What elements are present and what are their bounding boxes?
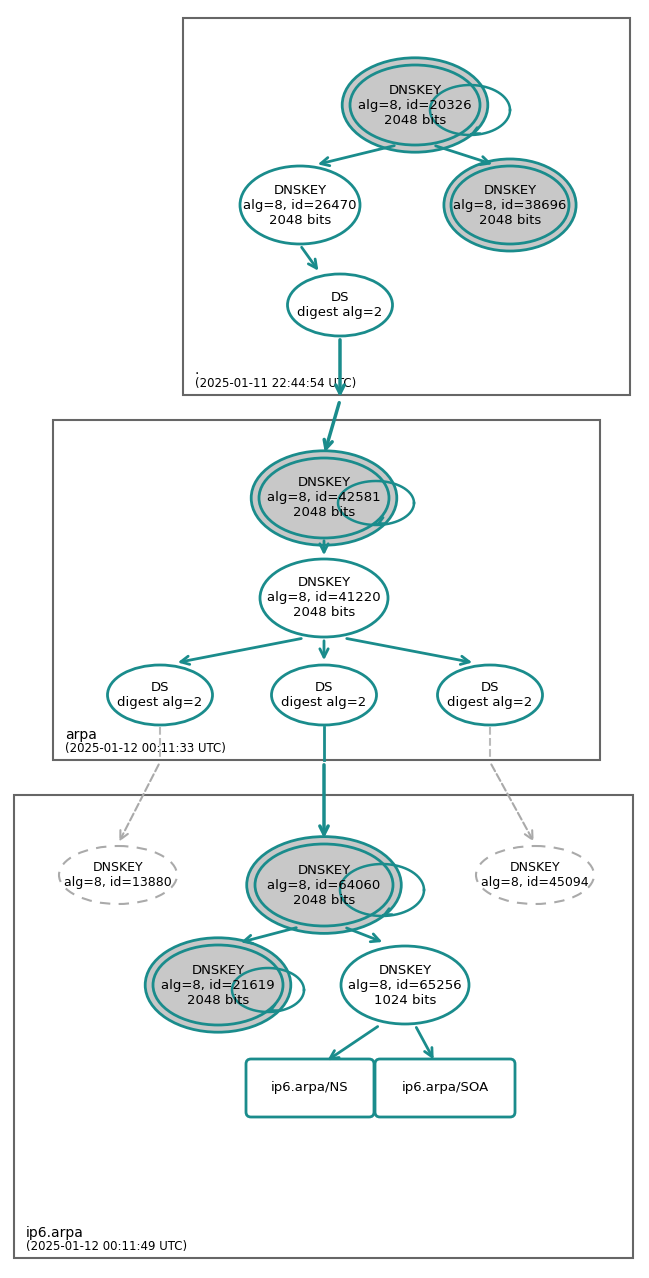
- Ellipse shape: [153, 944, 283, 1025]
- Ellipse shape: [59, 846, 177, 904]
- Text: DNSKEY
alg=8, id=42581
2048 bits: DNSKEY alg=8, id=42581 2048 bits: [267, 477, 381, 519]
- Ellipse shape: [350, 65, 480, 144]
- Text: DNSKEY
alg=8, id=65256
1024 bits: DNSKEY alg=8, id=65256 1024 bits: [348, 964, 462, 1007]
- Ellipse shape: [108, 665, 212, 725]
- Text: DNSKEY
alg=8, id=38696
2048 bits: DNSKEY alg=8, id=38696 2048 bits: [453, 184, 567, 226]
- Ellipse shape: [476, 846, 594, 904]
- Text: arpa: arpa: [65, 728, 97, 743]
- Ellipse shape: [247, 837, 401, 933]
- Ellipse shape: [288, 273, 393, 336]
- FancyBboxPatch shape: [183, 18, 630, 395]
- Ellipse shape: [341, 946, 469, 1024]
- Ellipse shape: [260, 558, 388, 636]
- Text: DNSKEY
alg=8, id=45094: DNSKEY alg=8, id=45094: [481, 861, 589, 889]
- Text: DNSKEY
alg=8, id=13880: DNSKEY alg=8, id=13880: [64, 861, 172, 889]
- FancyBboxPatch shape: [53, 420, 600, 760]
- Ellipse shape: [444, 158, 576, 250]
- Ellipse shape: [342, 58, 488, 152]
- FancyBboxPatch shape: [246, 1059, 374, 1117]
- Ellipse shape: [259, 458, 389, 538]
- Text: DNSKEY
alg=8, id=20326
2048 bits: DNSKEY alg=8, id=20326 2048 bits: [358, 83, 472, 127]
- Ellipse shape: [145, 938, 291, 1033]
- Text: ip6.arpa: ip6.arpa: [26, 1226, 84, 1240]
- Ellipse shape: [240, 166, 360, 244]
- Text: DNSKEY
alg=8, id=26470
2048 bits: DNSKEY alg=8, id=26470 2048 bits: [243, 184, 357, 226]
- Ellipse shape: [437, 665, 543, 725]
- Ellipse shape: [451, 166, 569, 244]
- Text: DS
digest alg=2: DS digest alg=2: [297, 291, 383, 320]
- Ellipse shape: [271, 665, 376, 725]
- Text: .: .: [195, 363, 199, 377]
- Text: DS
digest alg=2: DS digest alg=2: [282, 681, 367, 709]
- Text: ip6.arpa/SOA: ip6.arpa/SOA: [401, 1081, 489, 1094]
- Text: (2025-01-11 22:44:54 UTC): (2025-01-11 22:44:54 UTC): [195, 377, 356, 390]
- Text: DS
digest alg=2: DS digest alg=2: [117, 681, 202, 709]
- Text: (2025-01-12 00:11:49 UTC): (2025-01-12 00:11:49 UTC): [26, 1240, 187, 1252]
- Text: (2025-01-12 00:11:33 UTC): (2025-01-12 00:11:33 UTC): [65, 743, 226, 755]
- FancyBboxPatch shape: [14, 795, 633, 1258]
- Text: DNSKEY
alg=8, id=21619
2048 bits: DNSKEY alg=8, id=21619 2048 bits: [161, 964, 275, 1007]
- Text: DNSKEY
alg=8, id=41220
2048 bits: DNSKEY alg=8, id=41220 2048 bits: [267, 576, 381, 620]
- Text: DNSKEY
alg=8, id=64060
2048 bits: DNSKEY alg=8, id=64060 2048 bits: [267, 864, 380, 906]
- FancyBboxPatch shape: [375, 1059, 515, 1117]
- Ellipse shape: [251, 451, 397, 546]
- Text: DS
digest alg=2: DS digest alg=2: [447, 681, 533, 709]
- Text: ip6.arpa/NS: ip6.arpa/NS: [271, 1081, 349, 1094]
- Ellipse shape: [255, 843, 393, 927]
